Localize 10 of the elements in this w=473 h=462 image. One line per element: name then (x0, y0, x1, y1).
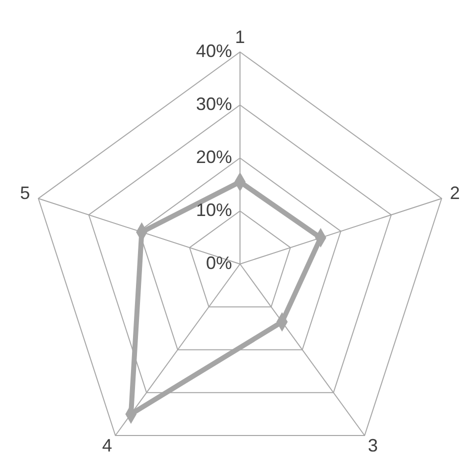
y-tick-label: 30% (196, 94, 232, 114)
spoke-label: 4 (102, 436, 112, 456)
y-tick-label: 40% (196, 40, 232, 61)
y-tick-label: 10% (196, 200, 232, 220)
spoke-label: 2 (450, 182, 460, 203)
y-tick-label: 20% (196, 146, 232, 167)
spoke-label: 3 (368, 436, 378, 456)
spoke-label: 1 (234, 26, 246, 47)
y-tick-label: 0% (206, 252, 232, 273)
spoke-label: 5 (20, 182, 30, 203)
